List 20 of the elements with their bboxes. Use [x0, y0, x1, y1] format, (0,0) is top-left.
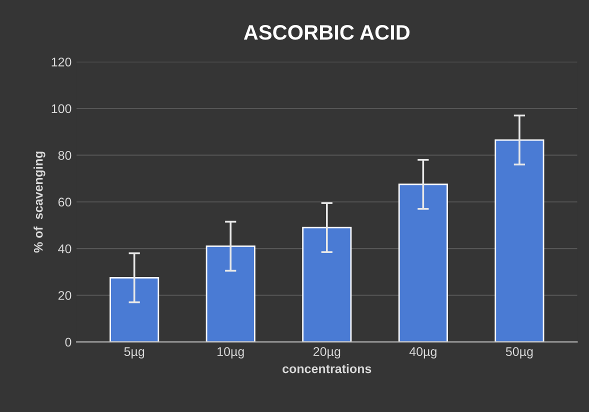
x-tick-label: 50µg	[506, 347, 533, 358]
y-tick-label: 20	[58, 291, 72, 300]
y-tick-label: 40	[58, 244, 72, 254]
chart-title: ASCORBIC ACID	[244, 25, 410, 40]
y-tick-label: 100	[52, 104, 72, 114]
bar	[494, 139, 544, 342]
bar	[302, 226, 352, 342]
y-tick-label: 120	[52, 58, 72, 66]
x-tick-label: 5µg	[124, 347, 144, 358]
x-tick-label: 10µg	[218, 347, 244, 358]
x-tick-label: 40µg	[409, 347, 436, 358]
bar	[206, 246, 256, 342]
bar	[398, 184, 448, 342]
y-tick-label: 60	[58, 198, 72, 207]
x-axis-title: concentrations	[282, 364, 372, 374]
x-tick-label: 20µg	[313, 347, 340, 358]
y-tick-label: 0	[65, 338, 72, 347]
bar	[110, 277, 160, 342]
y-tick-label: 80	[58, 150, 72, 160]
y-axis-title: % of scavenging	[34, 152, 46, 253]
